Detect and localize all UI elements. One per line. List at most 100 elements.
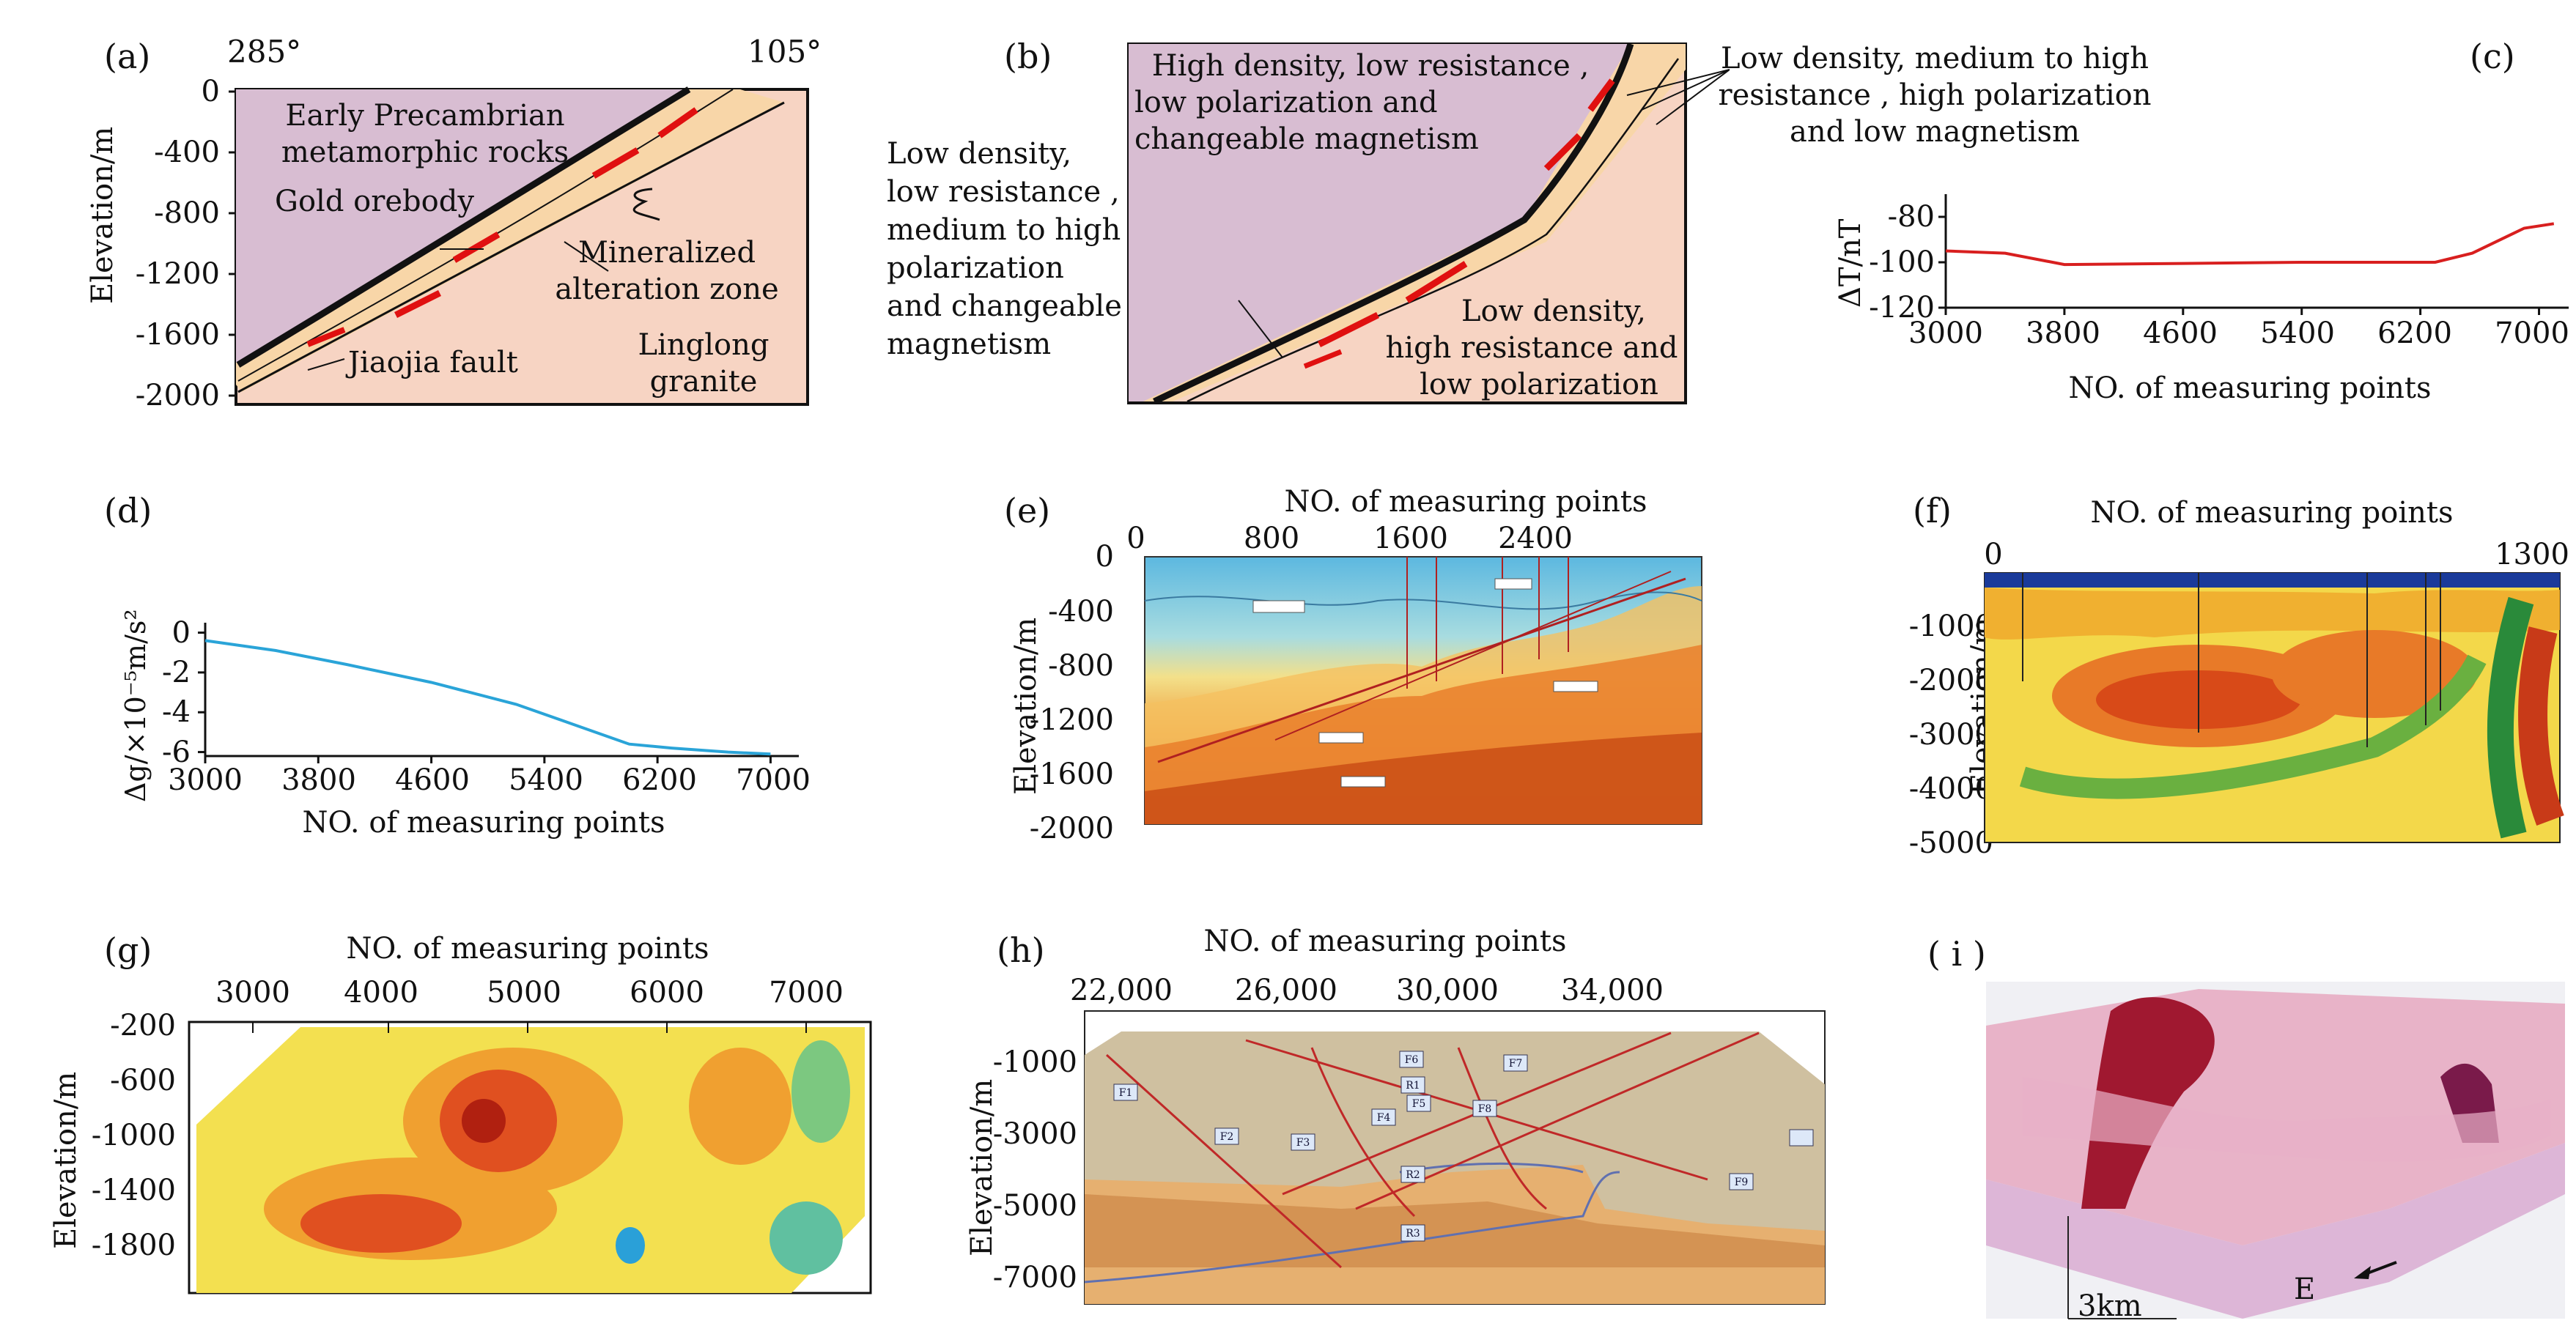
fault-label: R3 [1406, 1228, 1420, 1240]
y-tick: 0 [201, 75, 220, 108]
cross-section-a [229, 86, 809, 406]
x-tick: 7000 [2495, 316, 2569, 350]
fault-label: Jiaojia fault [348, 346, 518, 379]
fault-label: F6 [1405, 1054, 1419, 1066]
zone-label-line1: Mineralized [577, 236, 756, 270]
x-tick: 3800 [281, 763, 356, 797]
y-tick: -120 [1869, 291, 1935, 325]
panel-c: (c) ΔT/nT -80 -100 -120 3000 3800 4600 5… [1788, 0, 2576, 432]
panel-label: (c) [2470, 37, 2515, 76]
right-text-line3: and low magnetism [1790, 115, 2080, 149]
y-tick: -7000 [992, 1261, 1077, 1294]
y-tick: -3000 [992, 1117, 1077, 1151]
left-text-line4: polarization [887, 251, 1064, 285]
panel-h: (h) NO. of measuring points Elevation/m … [901, 901, 1832, 1326]
gravity-chart [198, 623, 799, 763]
x-tick: 6200 [622, 763, 697, 797]
x-tick: 3000 [168, 763, 243, 797]
x-tick: 800 [1243, 522, 1300, 555]
fault-label: F5 [1412, 1098, 1426, 1110]
panel-d: (d) Δg/×10⁻⁵m/s² 0 -2 -4 -6 3000 3800 46… [0, 454, 865, 879]
rock-label-line1: Early Precambrian [285, 99, 565, 133]
x-tick: 3000 [215, 976, 290, 1010]
x-tick: 5400 [509, 763, 583, 797]
panel-label: (b) [1004, 37, 1052, 76]
x-axis-title: NO. of measuring points [1203, 925, 1567, 958]
direction-label: E [2294, 1273, 2316, 1306]
resistivity-section-e [1144, 556, 1702, 825]
panel-f: (f) NO. of measuring points Elevation/m … [1788, 454, 2576, 879]
x-axis-title: NO. of measuring points [346, 932, 709, 966]
panel-label: (f) [1913, 491, 1952, 530]
fault-label: F2 [1220, 1131, 1234, 1143]
top-text-line2: low polarization and [1134, 86, 1438, 119]
seismic-section-h: F1 F2 F3 F4 F5 F6 F7 F8 F9 R1 R2 R3 [1084, 1010, 1826, 1305]
x-axis-label: NO. of measuring points [302, 806, 665, 840]
fault-label: F9 [1735, 1177, 1749, 1188]
x-tick: 26,000 [1235, 974, 1337, 1007]
fault-label: F3 [1296, 1137, 1310, 1149]
magnetic-series-line [1945, 222, 2555, 267]
y-tick: -6 [162, 735, 191, 769]
x-tick: 6200 [2377, 316, 2452, 350]
y-tick: -1000 [91, 1119, 176, 1152]
granite-label-line2: granite [649, 365, 758, 399]
y-tick: -80 [1887, 200, 1935, 234]
y-tick: -5000 [992, 1189, 1077, 1223]
y-tick: -3000 [1908, 718, 1993, 752]
x-tick: 5000 [487, 976, 561, 1010]
section-f [1984, 572, 2564, 843]
rock-label-line2: metamorphic rocks [281, 136, 569, 169]
y-tick: -1000 [1908, 610, 1993, 643]
y-tick: -2000 [135, 379, 220, 412]
panel-label: (d) [104, 491, 152, 530]
right-text-line2: resistance , high polarization [1718, 78, 2152, 112]
x-tick: 3800 [2026, 316, 2100, 350]
y-tick: -600 [110, 1064, 176, 1097]
granite-label-line1: Linglong [638, 328, 770, 362]
bottom-right-text-line1: Low density, [1461, 295, 1647, 328]
y-tick: -1200 [135, 257, 220, 291]
y-tick: -1800 [91, 1229, 176, 1262]
x-tick: 7000 [769, 976, 844, 1010]
zone-label-line2: alteration zone [555, 273, 779, 306]
panel-label: (h) [997, 930, 1045, 970]
scale-label: 3km [2078, 1289, 2142, 1323]
fault-label: F7 [1509, 1058, 1523, 1070]
fault-label: R2 [1406, 1169, 1420, 1181]
x-tick: 34,000 [1561, 974, 1664, 1007]
x-tick: 0 [1984, 538, 2003, 571]
section-g [188, 1021, 872, 1294]
y-tick: -1600 [1029, 758, 1114, 791]
bottom-right-text-line3: low polarization [1420, 368, 1658, 401]
y-tick: -2 [162, 655, 191, 689]
left-text-line5: and changeable [887, 289, 1122, 323]
right-text-line1: Low density, medium to high [1721, 42, 2149, 75]
cross-section-b [1127, 42, 1730, 405]
y-tick: 0 [1095, 540, 1114, 574]
top-text-line1: High density, low resistance , [1151, 49, 1590, 83]
panel-e: (e) NO. of measuring points Elevation/m … [865, 454, 1730, 879]
y-tick: -800 [154, 196, 220, 230]
x-tick: 4000 [344, 976, 418, 1010]
fault-label: R1 [1406, 1080, 1420, 1092]
y-tick: -1200 [1029, 703, 1114, 737]
bottom-right-text-line2: high resistance and [1385, 331, 1678, 365]
y-tick: -1000 [992, 1045, 1077, 1079]
left-text-line6: magnetism [887, 327, 1052, 361]
y-tick: -5000 [1908, 826, 1993, 860]
fault-label: F4 [1377, 1112, 1391, 1124]
angle-right: 105° [748, 34, 822, 70]
y-tick: -2000 [1029, 812, 1114, 845]
3d-model-i [1986, 982, 2565, 1319]
x-axis-title: NO. of measuring points [2090, 496, 2454, 530]
x-tick: 4600 [2143, 316, 2218, 350]
x-axis-label: NO. of measuring points [2068, 371, 2432, 405]
y-tick: -400 [154, 136, 220, 169]
y-tick: -200 [110, 1009, 176, 1042]
panel-label: ( i ) [1927, 934, 1986, 974]
x-tick: 7000 [736, 763, 811, 797]
gravity-series-line [204, 639, 771, 756]
panel-a: (a) 285° 105° Elevation/m 0 -400 -800 -1… [0, 0, 865, 432]
y-tick: -800 [1048, 649, 1114, 683]
